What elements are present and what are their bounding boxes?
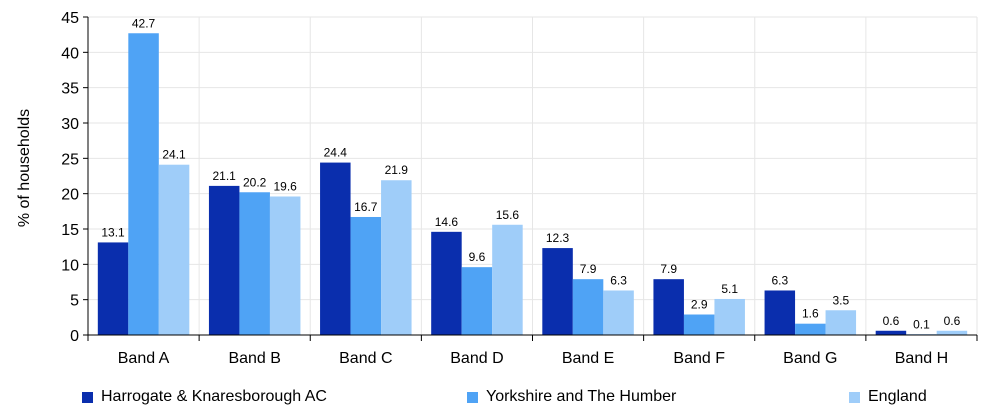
bar bbox=[683, 314, 715, 335]
bar-data-label: 6.3 bbox=[771, 273, 788, 287]
bar-data-label: 13.1 bbox=[101, 225, 125, 239]
x-tick-label: Band C bbox=[339, 350, 392, 367]
x-tick-label: Band A bbox=[118, 350, 170, 367]
bar-data-label: 20.2 bbox=[243, 175, 267, 189]
bar-data-label: 2.9 bbox=[691, 298, 708, 312]
bar bbox=[603, 290, 634, 335]
legend-swatch-harrogate bbox=[82, 391, 93, 403]
y-tick-label: 10 bbox=[61, 257, 79, 274]
bar-data-label: 0.6 bbox=[944, 314, 961, 328]
bar bbox=[936, 330, 968, 335]
bar-data-label: 5.1 bbox=[721, 282, 738, 296]
bars bbox=[97, 33, 968, 336]
bar-data-label: 24.1 bbox=[162, 148, 186, 162]
legend-item-yorkshire: Yorkshire and The Humber bbox=[467, 388, 676, 406]
bar bbox=[97, 242, 129, 335]
legend-label-yorkshire: Yorkshire and The Humber bbox=[486, 388, 677, 405]
bar bbox=[381, 180, 412, 335]
bar bbox=[542, 248, 573, 335]
bar-data-label: 42.7 bbox=[132, 16, 156, 30]
legend: Harrogate & Knaresborough AC Yorkshire a… bbox=[82, 388, 962, 410]
bar bbox=[431, 231, 462, 335]
axes bbox=[83, 16, 978, 341]
bar bbox=[128, 33, 159, 336]
bar-data-label: 12.3 bbox=[546, 231, 570, 245]
bar-data-label: 6.3 bbox=[610, 273, 627, 287]
bar bbox=[795, 323, 826, 335]
bar-data-label: 21.1 bbox=[213, 169, 237, 183]
x-category-labels: Band A Band B Band C Band D Band E Band F Band… bbox=[118, 350, 948, 367]
bar-data-label: 24.4 bbox=[324, 146, 348, 160]
x-tick-label: Band F bbox=[673, 350, 725, 367]
y-tick-label: 20 bbox=[61, 187, 79, 204]
bar-data-label: 7.9 bbox=[660, 262, 677, 276]
data-labels: 13.1 42.7 24.1 21.1 20.2 19.6 24.4 16.7 21.9 14.6… bbox=[101, 16, 960, 331]
legend-swatch-england bbox=[849, 391, 860, 403]
bar bbox=[653, 279, 684, 335]
legend-label-harrogate: Harrogate & Knaresborough AC bbox=[101, 388, 327, 405]
bar bbox=[825, 310, 857, 335]
y-tick-labels: 0 5 10 15 20 25 30 35 40 45 bbox=[61, 10, 79, 345]
y-tick-label: 45 bbox=[61, 10, 79, 27]
bar bbox=[461, 267, 493, 335]
bar-data-label: 19.6 bbox=[274, 179, 298, 193]
bar-data-label: 3.5 bbox=[832, 293, 849, 307]
bar bbox=[764, 290, 796, 335]
bar-data-label: 0.6 bbox=[883, 314, 900, 328]
bar-data-label: 14.6 bbox=[435, 215, 459, 229]
x-tick-label: Band E bbox=[562, 350, 614, 367]
y-tick-label: 15 bbox=[61, 222, 79, 239]
bar bbox=[572, 279, 604, 335]
bar bbox=[269, 196, 301, 335]
bar-data-label: 1.6 bbox=[802, 307, 819, 321]
x-tick-label: Band B bbox=[228, 350, 280, 367]
y-tick-label: 40 bbox=[61, 45, 79, 62]
legend-item-england: England bbox=[849, 388, 927, 406]
bar-data-label: 7.9 bbox=[580, 262, 597, 276]
y-tick-label: 35 bbox=[61, 81, 79, 98]
x-tick-label: Band H bbox=[895, 350, 948, 367]
y-tick-label: 25 bbox=[61, 151, 79, 168]
y-tick-label: 30 bbox=[61, 116, 79, 133]
bar bbox=[714, 298, 745, 335]
legend-swatch-yorkshire bbox=[467, 391, 478, 403]
bar-chart: 13.1 42.7 24.1 21.1 20.2 19.6 24.4 16.7 21.9 14.6… bbox=[16, 10, 978, 367]
bar bbox=[239, 192, 270, 335]
bar-data-label: 21.9 bbox=[385, 163, 409, 177]
bar-data-label: 16.7 bbox=[354, 200, 378, 214]
bar bbox=[320, 162, 351, 335]
x-tick-label: Band D bbox=[450, 350, 503, 367]
legend-label-england: England bbox=[868, 388, 927, 405]
y-axis-label: % of households bbox=[16, 109, 33, 227]
bar bbox=[492, 224, 523, 335]
legend-item-harrogate: Harrogate & Knaresborough AC bbox=[82, 388, 327, 406]
bar-data-label: 15.6 bbox=[496, 208, 520, 222]
bar bbox=[875, 330, 907, 335]
bar bbox=[350, 216, 382, 335]
bar bbox=[208, 185, 240, 335]
y-tick-label: 0 bbox=[70, 328, 79, 345]
y-tick-label: 5 bbox=[70, 293, 79, 310]
bar bbox=[158, 164, 190, 335]
x-tick-label: Band G bbox=[783, 350, 837, 367]
bar-data-label: 9.6 bbox=[469, 250, 486, 264]
bar-data-label: 0.1 bbox=[913, 317, 930, 331]
